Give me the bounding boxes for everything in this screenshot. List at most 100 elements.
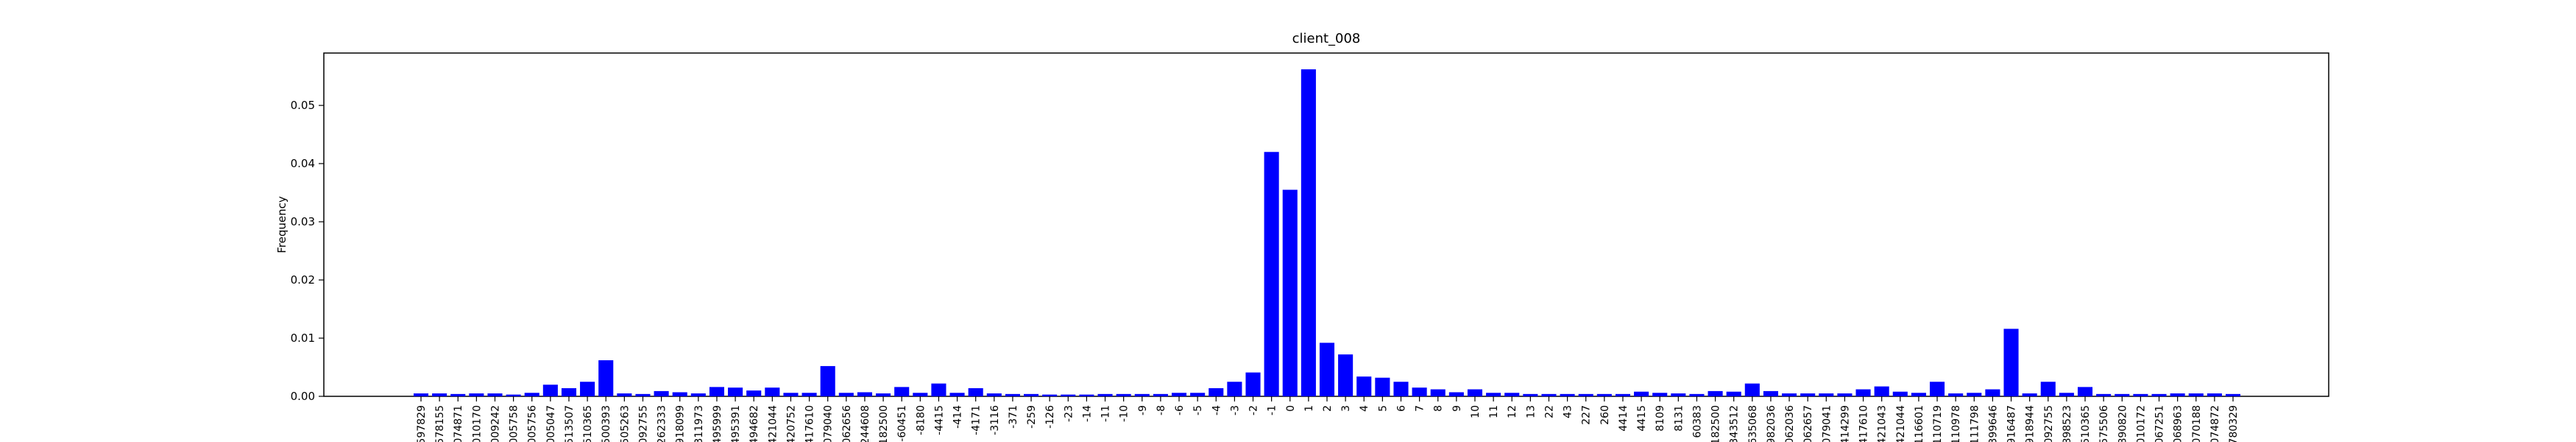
bar <box>2188 393 2204 396</box>
bar <box>1726 391 1741 396</box>
x-tick-label: 635068 <box>1747 405 1759 442</box>
x-tick-label: -414 <box>952 405 964 429</box>
bar <box>1689 393 1705 396</box>
bar <box>1097 393 1113 396</box>
x-tick-label: -6 <box>1174 405 1186 415</box>
bar <box>1282 189 1298 396</box>
bar <box>1301 69 1316 396</box>
bar <box>1319 343 1335 396</box>
bar <box>1356 376 1372 396</box>
bar <box>1523 393 1538 396</box>
bar <box>1153 393 1168 396</box>
x-tick-label: 182500 <box>1710 405 1722 442</box>
x-tick-label: -2 <box>1248 405 1260 415</box>
x-tick-label: -4 <box>1211 405 1222 415</box>
x-tick-label: 311973 <box>693 405 705 442</box>
chart-title: client_008 <box>1292 31 1361 46</box>
bar <box>765 387 780 396</box>
bar <box>654 390 669 396</box>
x-tick-label: 60383 <box>1691 405 1703 438</box>
bar <box>635 393 651 396</box>
x-tick-label: 244608 <box>860 405 871 442</box>
bar <box>1948 393 1964 396</box>
bar <box>2003 329 2019 396</box>
bar <box>1596 393 1612 396</box>
x-tick-label: -10 <box>1119 405 1130 422</box>
x-tick-label: 12 <box>1507 405 1518 418</box>
bar <box>580 382 595 396</box>
bar <box>1708 390 1723 396</box>
bar <box>561 387 577 396</box>
bar <box>1985 389 2000 396</box>
x-tick-label: 8131 <box>1673 405 1685 432</box>
x-tick-label: 494682 <box>749 405 760 442</box>
x-tick-label: 11 <box>1488 405 1500 418</box>
x-tick-label: 068963 <box>2173 405 2184 442</box>
x-tick-label: 9 <box>1451 405 1463 412</box>
x-tick-label: 062656 <box>841 405 853 442</box>
bar <box>1837 393 1853 396</box>
bar <box>986 393 1002 396</box>
bar <box>1042 394 1058 396</box>
x-tick-label: 2 <box>1322 405 1334 412</box>
bar <box>949 393 965 396</box>
x-tick-label: 575506 <box>2098 405 2110 442</box>
bar <box>1634 391 1649 396</box>
bar <box>1652 393 1668 396</box>
x-tick-label: 5 <box>1377 405 1389 412</box>
x-tick-label: 22 <box>1543 405 1555 418</box>
x-tick-label: 417610 <box>804 405 816 442</box>
bar <box>469 393 484 396</box>
bar <box>1264 152 1279 396</box>
x-tick-label: 578155 <box>434 405 446 442</box>
bar <box>1430 389 1446 396</box>
x-tick-label: 421044 <box>1895 405 1907 442</box>
x-tick-label: 010172 <box>2135 405 2147 442</box>
x-tick-label: 116601 <box>1914 405 1925 442</box>
x-tick-label: 4 <box>1359 405 1370 412</box>
x-tick-label: 1 <box>1303 405 1315 412</box>
x-tick-label: 005758 <box>509 405 520 442</box>
x-tick-label: 780329 <box>2228 405 2240 442</box>
bar <box>2040 382 2056 396</box>
x-tick-label: 420752 <box>785 405 797 442</box>
bar <box>1929 382 1945 396</box>
bar <box>1023 393 1039 396</box>
x-tick-label: 074871 <box>453 405 464 442</box>
x-tick-label: 918944 <box>2025 405 2037 442</box>
bar <box>432 393 447 396</box>
x-tick-label: 918099 <box>675 405 687 442</box>
bar <box>1782 393 1797 396</box>
bar <box>1911 393 1926 396</box>
bar <box>1819 393 1834 396</box>
x-tick-label: 43 <box>1563 405 1574 418</box>
x-tick-label: -3116 <box>989 405 1001 435</box>
bar <box>1800 393 1816 396</box>
bar <box>1412 387 1427 396</box>
x-tick-label: 414299 <box>1839 405 1851 442</box>
y-tick-label: 0.03 <box>291 215 315 228</box>
x-tick-label: 0 <box>1285 405 1297 412</box>
x-tick-label: 182500 <box>878 405 890 442</box>
x-tick-label: 067251 <box>2154 405 2166 442</box>
x-tick-label: 13 <box>1525 405 1537 418</box>
x-tick-label: 079041 <box>1821 405 1833 442</box>
x-tick-label: 510365 <box>582 405 594 442</box>
bar <box>2133 393 2148 396</box>
x-tick-label: 227 <box>1581 405 1593 425</box>
x-tick-label: -3 <box>1229 405 1241 415</box>
bar <box>1134 393 1150 396</box>
bar <box>1578 393 1593 396</box>
bar <box>1967 393 1982 396</box>
bar <box>1486 393 1501 396</box>
bar <box>1541 393 1557 396</box>
x-tick-label: -23 <box>1063 405 1075 422</box>
x-tick-label: -126 <box>1044 405 1056 429</box>
x-tick-label: 495999 <box>712 405 723 442</box>
bar <box>876 393 891 396</box>
bar <box>1116 393 1131 396</box>
x-tick-label: 505263 <box>619 405 631 442</box>
x-tick-label: 262333 <box>657 405 668 442</box>
x-tick-label: -8180 <box>915 405 927 435</box>
x-tick-label: 005047 <box>545 405 557 442</box>
